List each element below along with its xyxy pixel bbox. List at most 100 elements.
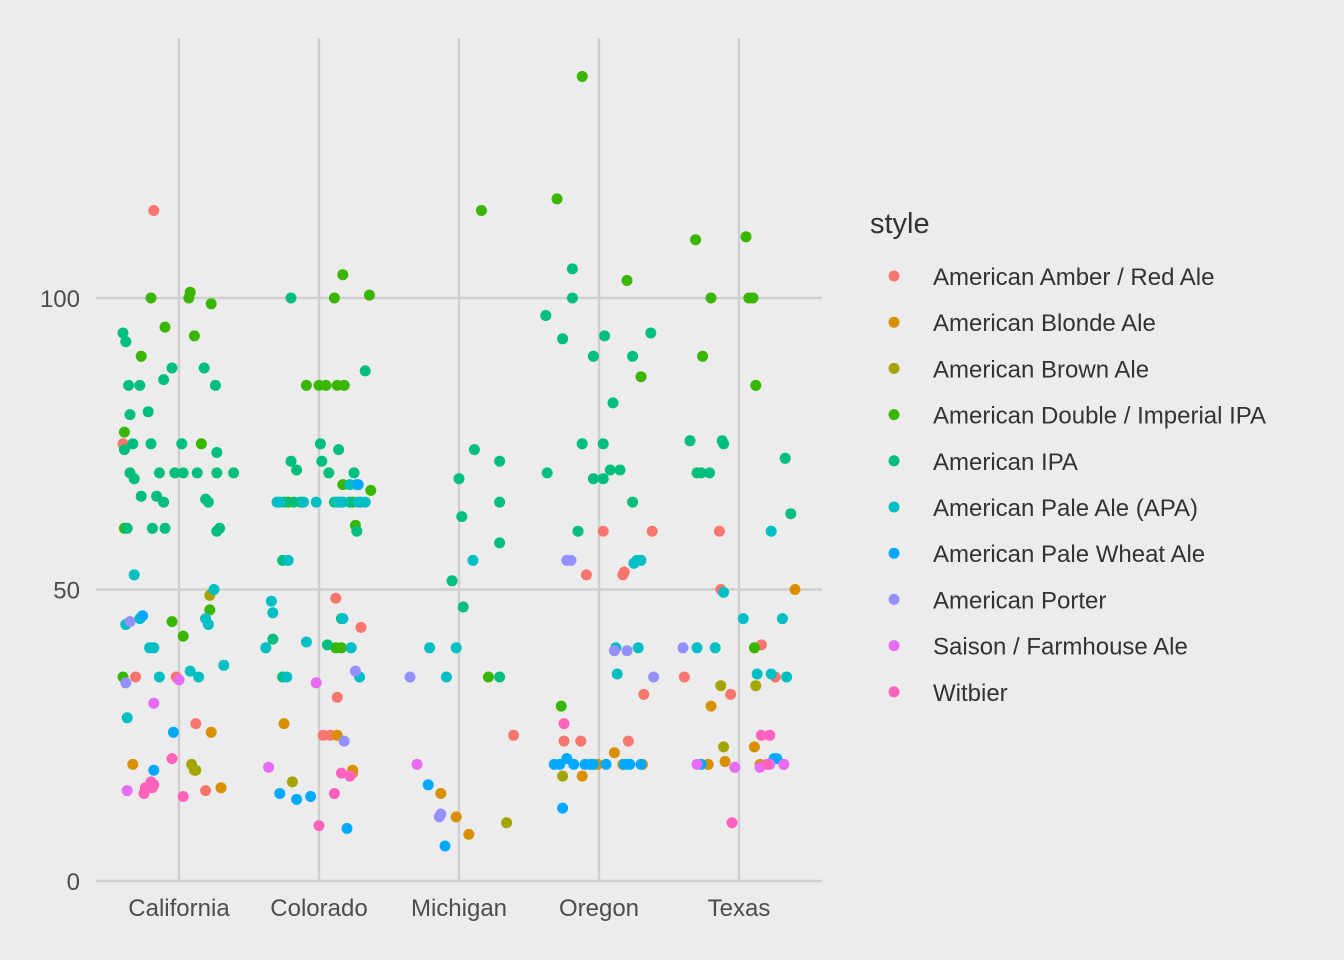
data-point <box>195 438 207 450</box>
data-point <box>198 362 210 374</box>
data-point <box>260 642 272 654</box>
data-point <box>718 438 730 450</box>
data-point <box>604 464 616 476</box>
data-point <box>184 665 196 677</box>
data-point <box>190 764 202 776</box>
data-point <box>439 840 451 852</box>
data-point <box>291 793 303 805</box>
data-point <box>265 595 277 607</box>
data-point <box>205 726 217 738</box>
data-point <box>565 554 577 566</box>
data-point <box>597 438 609 450</box>
data-point <box>424 642 436 654</box>
legend-items: American Amber / Red Ale American Blonde … <box>888 264 1266 707</box>
data-point <box>576 71 588 82</box>
data-point <box>635 758 647 770</box>
data-point <box>778 758 790 770</box>
data-point <box>128 569 140 581</box>
data-point <box>127 758 139 770</box>
data-point <box>467 554 479 566</box>
legend-label: American Porter <box>933 587 1106 614</box>
legend-key <box>888 501 900 513</box>
data-point <box>146 522 158 534</box>
data-point <box>135 490 147 502</box>
data-point <box>541 467 553 479</box>
data-point <box>118 426 130 438</box>
data-point <box>337 496 349 508</box>
data-point <box>557 333 569 345</box>
data-point <box>608 747 620 759</box>
data-point <box>713 525 725 537</box>
data-point <box>494 537 506 549</box>
x-tick-label: Oregon <box>559 895 639 922</box>
data-point <box>359 365 371 377</box>
data-point <box>148 205 160 216</box>
data-point <box>153 467 165 479</box>
data-point <box>748 642 760 654</box>
legend-key <box>888 409 900 421</box>
data-point <box>200 785 212 797</box>
data-point <box>323 467 335 479</box>
data-point <box>411 758 423 770</box>
data-point <box>218 659 230 671</box>
data-point <box>285 292 297 304</box>
data-point <box>508 729 520 741</box>
data-point <box>627 496 639 508</box>
data-point <box>130 671 142 683</box>
data-point <box>344 770 356 782</box>
data-point <box>715 680 727 692</box>
legend-key <box>888 640 900 652</box>
data-point <box>621 275 633 286</box>
data-point <box>494 671 506 683</box>
data-point <box>274 496 286 508</box>
data-point <box>166 616 178 628</box>
x-tick-label: California <box>128 895 230 922</box>
data-point <box>127 438 139 450</box>
data-point <box>624 758 636 770</box>
data-point <box>558 718 570 730</box>
data-point <box>761 758 773 770</box>
x-axis-tick-labels: California Colorado Michigan Oregon Texas <box>128 895 770 922</box>
data-point <box>313 820 325 832</box>
data-point <box>678 671 690 683</box>
data-point <box>622 735 634 747</box>
data-point <box>158 496 170 508</box>
y-tick-label: 0 <box>67 869 80 896</box>
data-point <box>779 452 791 464</box>
data-point <box>335 767 347 779</box>
y-axis-tick-labels: 0 50 100 <box>40 286 80 896</box>
data-point <box>719 756 731 767</box>
legend-key <box>888 686 900 698</box>
data-point <box>328 292 340 304</box>
data-point <box>747 292 759 304</box>
data-point <box>177 630 189 642</box>
data-point <box>737 613 749 625</box>
data-point <box>177 791 189 802</box>
data-point <box>709 642 721 654</box>
data-point <box>348 467 360 479</box>
data-point <box>351 525 363 537</box>
legend-label: American Blonde Ale <box>933 310 1156 337</box>
data-point <box>607 397 619 409</box>
data-point <box>145 438 157 450</box>
data-point <box>558 735 570 747</box>
legend-label: American Amber / Red Ale <box>933 264 1214 291</box>
data-point <box>718 586 730 598</box>
data-point <box>300 379 312 391</box>
data-point <box>137 610 149 622</box>
data-point <box>310 496 322 508</box>
data-point <box>134 379 146 391</box>
data-point <box>638 688 650 700</box>
data-point <box>118 444 130 456</box>
data-point <box>121 785 133 797</box>
data-point <box>648 671 660 683</box>
data-point <box>645 327 657 339</box>
data-point <box>789 584 801 595</box>
data-point <box>404 671 416 683</box>
data-point <box>572 525 584 537</box>
data-point <box>691 758 703 770</box>
data-point <box>494 455 506 467</box>
data-point <box>440 671 452 683</box>
data-point <box>631 554 643 566</box>
